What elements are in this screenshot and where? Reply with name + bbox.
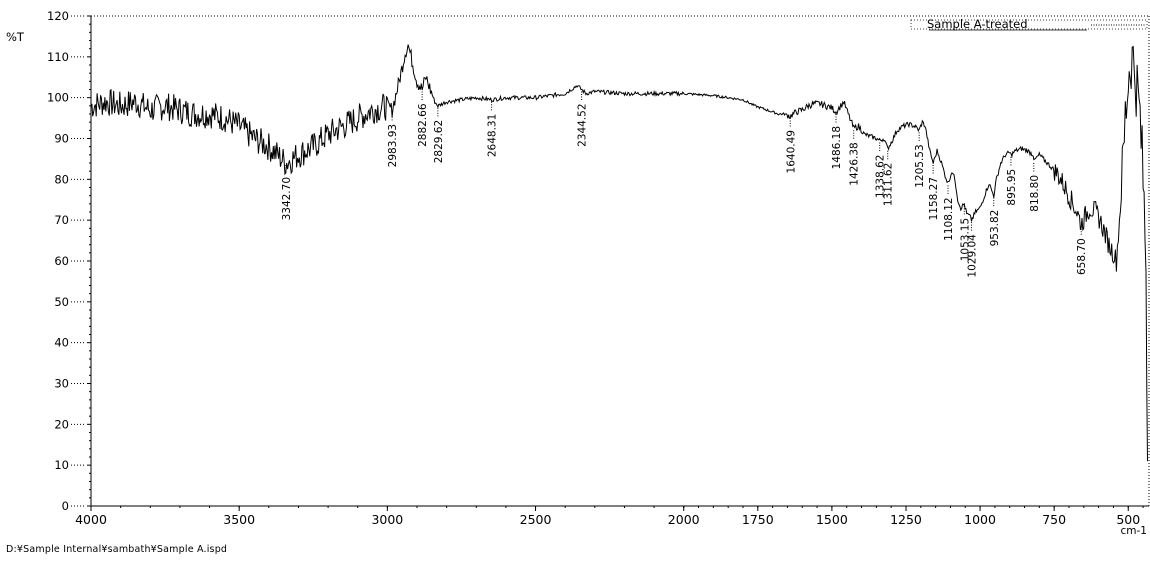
- series-layer: [90, 44, 1148, 462]
- chart-axes: [90, 15, 1150, 507]
- y-tick-label: 30: [54, 377, 69, 391]
- peak-label: 1108.12: [943, 197, 955, 240]
- y-tick-label: 0: [62, 499, 69, 513]
- peak-label: 1053.15: [959, 218, 971, 261]
- peak-label: 1426.38: [849, 142, 861, 185]
- peak-label: 1640.49: [785, 130, 797, 173]
- x-tick-label: 500: [1116, 512, 1140, 527]
- peak-label: 953.82: [989, 210, 1001, 247]
- peak-label: 2882.66: [417, 103, 429, 147]
- legend: Sample A-treated: [910, 17, 1148, 31]
- x-tick-label: 1750: [742, 512, 774, 527]
- x-tick-label: 1250: [890, 512, 922, 527]
- y-tick-label: 110: [47, 50, 69, 64]
- peak-label: 2648.31: [487, 114, 499, 157]
- peak-label: 1158.27: [928, 177, 940, 220]
- spectrum-line: [90, 44, 1148, 462]
- peak-label: 3342.70: [281, 177, 293, 220]
- x-tick-label: 1000: [964, 512, 996, 527]
- peak-label: 1338.62: [875, 155, 887, 198]
- y-tick-label: 90: [54, 132, 69, 146]
- y-axis-ticks: 0 10 20 30 40 50 60 70 80 90 100 110 120 %T: [6, 9, 91, 513]
- y-tick-label: 20: [54, 417, 69, 431]
- y-tick-label: 100: [47, 91, 69, 105]
- y-tick-label: 70: [54, 213, 69, 227]
- peak-label: 1029.04: [966, 234, 978, 278]
- peak-label: 895.95: [1006, 169, 1018, 206]
- x-tick-label: 750: [1042, 512, 1066, 527]
- legend-entry-label: Sample A-treated: [927, 17, 1028, 31]
- x-tick-label: 3500: [223, 512, 255, 527]
- peak-label: 2344.52: [577, 104, 589, 147]
- peak-annotations: 3342.70 2983.93 2882.66 2829.62 2648.31 2344.…: [281, 91, 1088, 278]
- file-path-label: D:¥Sample Internal¥sambath¥Sample A.ispd: [6, 544, 228, 555]
- y-tick-label: 80: [54, 172, 69, 186]
- y-axis-label: %T: [6, 30, 25, 44]
- peak-label: 818.80: [1029, 175, 1041, 212]
- peak-label: 1311.62: [883, 163, 895, 206]
- ftir-spectrum-chart: 0 10 20 30 40 50 60 70 80 90 100 110 120 %T 4000 3500 3…: [6, 9, 1150, 537]
- peak-label: 2983.93: [387, 124, 399, 167]
- x-tick-label: 4000: [75, 512, 107, 527]
- x-tick-label: 1500: [816, 512, 848, 527]
- y-tick-label: 50: [54, 295, 69, 309]
- x-tick-label: 3000: [371, 512, 403, 527]
- y-tick-label: 60: [54, 254, 69, 268]
- peak-label: 1486.18: [831, 126, 843, 169]
- x-tick-label: 2500: [520, 512, 552, 527]
- peak-label: 2829.62: [433, 120, 445, 163]
- x-axis-ticks: 4000 3500 3000 2500 2000 1750 1500 1250 1000 750 5…: [75, 506, 1147, 537]
- y-tick-label: 40: [54, 336, 69, 350]
- peak-label: 1205.53: [914, 144, 926, 187]
- peak-label: 658.70: [1076, 238, 1088, 275]
- y-tick-label: 10: [54, 458, 69, 472]
- y-tick-label: 120: [47, 9, 69, 23]
- x-axis-label: cm-1: [1121, 525, 1147, 537]
- legend-box: [910, 19, 1148, 30]
- x-tick-label: 2000: [668, 512, 700, 527]
